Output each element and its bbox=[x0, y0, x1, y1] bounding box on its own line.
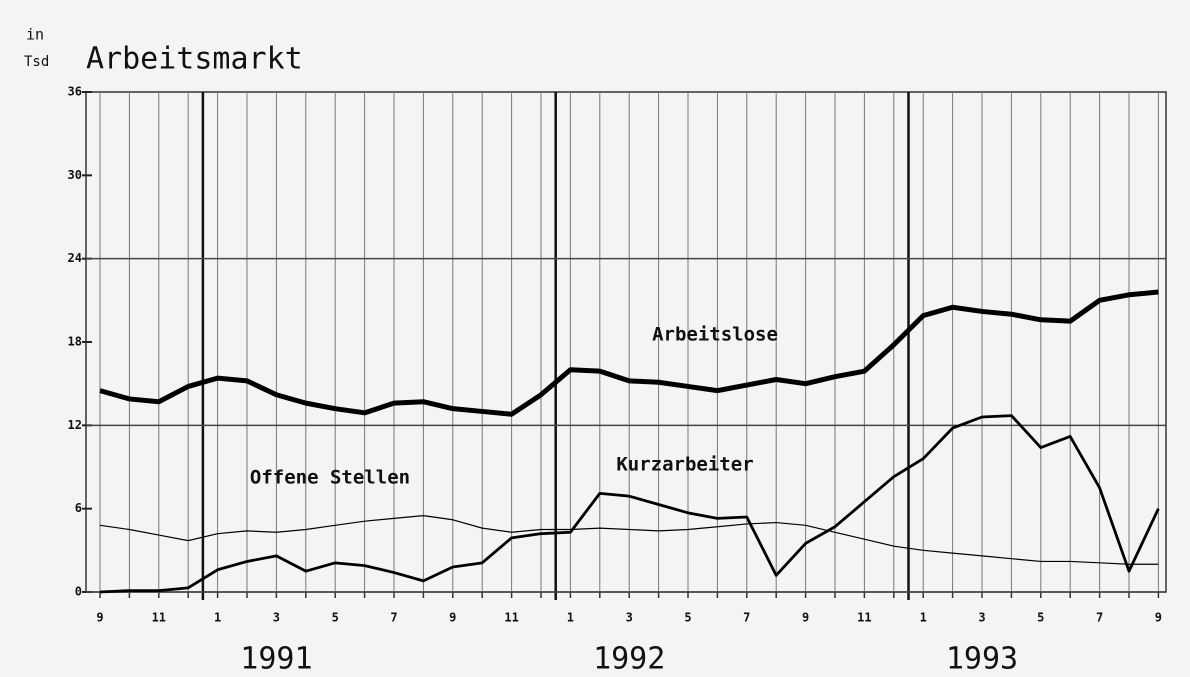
year-label: 1992 bbox=[593, 642, 665, 677]
x-tick-label: 7 bbox=[1096, 611, 1103, 625]
x-tick-label: 3 bbox=[273, 611, 280, 625]
plot-frame bbox=[85, 91, 1167, 593]
chart-title: Arbeitsmarkt bbox=[86, 42, 303, 77]
y-tick-label: 6 bbox=[75, 501, 82, 515]
series-label: Offene Stellen bbox=[250, 467, 410, 489]
x-tick-label: 7 bbox=[390, 611, 397, 625]
x-tick-label: 9 bbox=[1155, 611, 1162, 625]
y-tick-label: 24 bbox=[68, 251, 82, 265]
x-tick-label: 11 bbox=[857, 611, 871, 625]
x-tick-label: 5 bbox=[332, 611, 339, 625]
y-unit-bottom: Tsd bbox=[24, 54, 49, 70]
series-label: Arbeitslose bbox=[652, 324, 778, 346]
y-unit-top: in bbox=[26, 26, 44, 44]
y-tick-label: 30 bbox=[68, 168, 82, 182]
y-tick-label: 18 bbox=[68, 335, 82, 349]
x-tick-label: 1 bbox=[214, 611, 221, 625]
y-tick-label: 0 bbox=[75, 585, 82, 599]
x-tick-label: 5 bbox=[684, 611, 691, 625]
year-label: 1991 bbox=[240, 642, 312, 677]
x-tick-label: 9 bbox=[449, 611, 456, 625]
x-tick-label: 11 bbox=[504, 611, 518, 625]
line-series bbox=[99, 414, 1160, 594]
y-tick-label: 12 bbox=[68, 418, 82, 432]
x-tick-label: 1 bbox=[567, 611, 574, 625]
series-label: Kurzarbeiter bbox=[616, 454, 753, 476]
y-tick-label: 36 bbox=[68, 85, 82, 99]
x-tick-label: 7 bbox=[743, 611, 750, 625]
x-tick-label: 5 bbox=[1037, 611, 1044, 625]
year-label: 1993 bbox=[946, 642, 1018, 677]
x-tick-label: 3 bbox=[626, 611, 633, 625]
x-tick-label: 9 bbox=[802, 611, 809, 625]
x-tick-label: 11 bbox=[152, 611, 166, 625]
x-tick-label: 1 bbox=[920, 611, 927, 625]
x-tick-label: 9 bbox=[96, 611, 103, 625]
line-series bbox=[99, 289, 1159, 417]
x-tick-label: 3 bbox=[978, 611, 985, 625]
line-series bbox=[99, 515, 1159, 565]
